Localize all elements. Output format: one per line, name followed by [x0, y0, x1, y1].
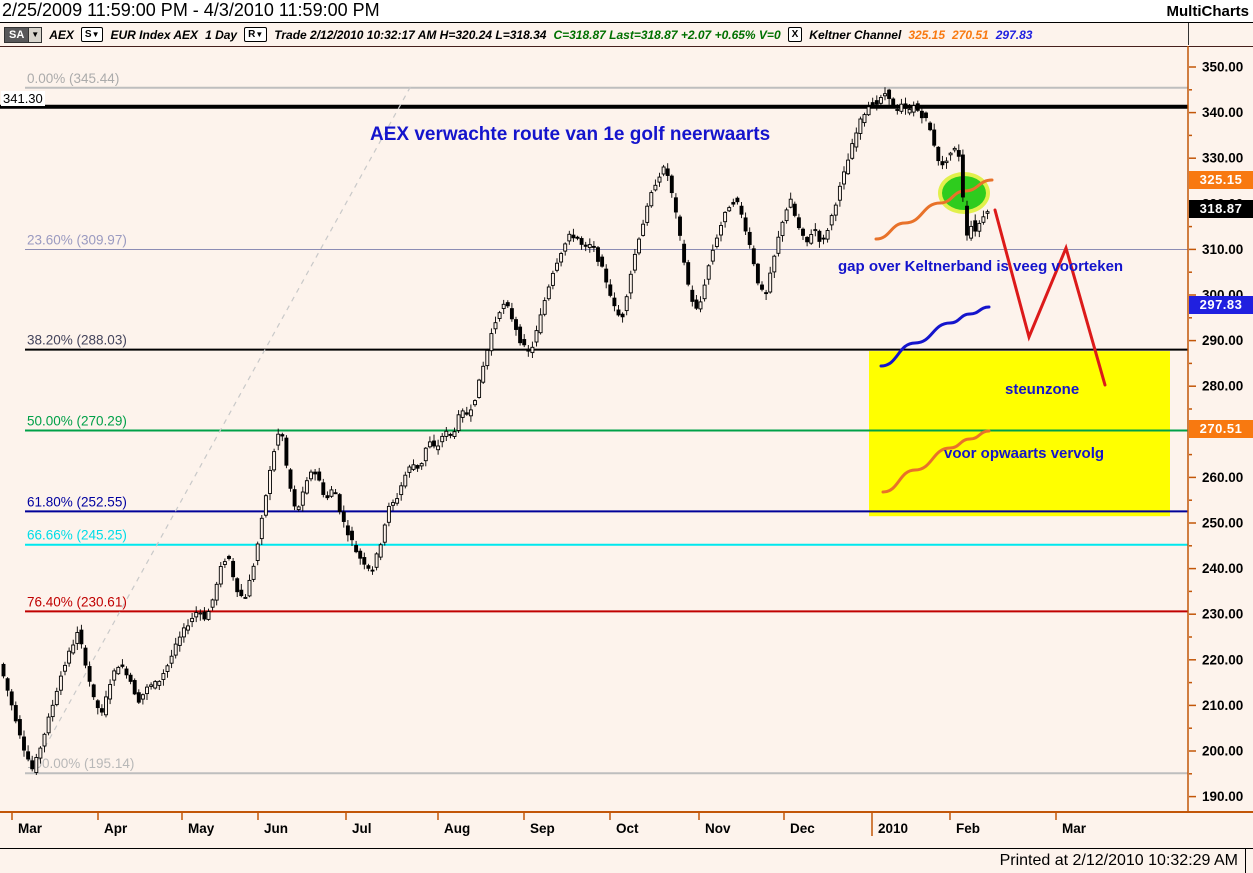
svg-text:76.40% (230.61): 76.40% (230.61): [27, 594, 127, 609]
svg-text:100.00% (195.14): 100.00% (195.14): [27, 756, 134, 771]
chevron-down-icon: ▼: [255, 30, 264, 39]
title-bar: 2/25/2009 11:59:00 PM - 4/3/2010 11:59:0…: [0, 0, 1253, 23]
svg-text:50.00% (270.29): 50.00% (270.29): [27, 414, 127, 429]
indicator-name: Keltner Channel: [809, 27, 902, 42]
sa-button-label[interactable]: SA: [4, 26, 30, 43]
style-dropdown-button[interactable]: S▼: [80, 27, 104, 42]
svg-text:Oct: Oct: [616, 821, 639, 836]
svg-text:66.66% (245.25): 66.66% (245.25): [27, 528, 127, 543]
resolution-dropdown-button[interactable]: R▼: [244, 27, 268, 42]
svg-text:Nov: Nov: [705, 821, 731, 836]
svg-text:250.00: 250.00: [1202, 516, 1243, 531]
svg-text:Dec: Dec: [790, 821, 815, 836]
svg-text:330.00: 330.00: [1202, 151, 1243, 166]
svg-text:Sep: Sep: [530, 821, 555, 836]
printed-timestamp: Printed at 2/12/2010 10:32:29 AM: [999, 852, 1238, 869]
svg-text:23.60% (309.97): 23.60% (309.97): [27, 233, 127, 248]
toolbar-axis-separator: [1188, 23, 1189, 45]
chart-date-range: 2/25/2009 11:59:00 PM - 4/3/2010 11:59:0…: [2, 0, 380, 20]
footer-divider: [0, 848, 1253, 849]
keltner-lower-band: [881, 429, 991, 494]
svg-text:290.00: 290.00: [1202, 333, 1243, 348]
status-toolbar: SA ▼ AEX S▼ EUR Index AEX 1 Day R▼ Trade…: [0, 23, 1253, 47]
svg-text:2010: 2010: [878, 821, 908, 836]
svg-text:Jul: Jul: [352, 821, 372, 836]
svg-text:310.00: 310.00: [1202, 242, 1243, 257]
footer-corner-divider: [1245, 848, 1246, 873]
svg-text:Feb: Feb: [956, 821, 980, 836]
svg-text:240.00: 240.00: [1202, 561, 1243, 576]
svg-text:350.00: 350.00: [1202, 60, 1243, 75]
keltner-upper-band: [874, 178, 994, 241]
candlestick-chart[interactable]: 0.00% (345.44) 23.60% (309.97) 38.20% (288…: [0, 46, 1253, 846]
fib-levels: 0.00% (345.44) 23.60% (309.97) 38.20% (288…: [25, 71, 1188, 775]
svg-text:190.00: 190.00: [1202, 789, 1243, 804]
keltner-upper-value: 325.15: [908, 27, 946, 42]
svg-text:260.00: 260.00: [1202, 470, 1243, 485]
series-description: EUR Index AEX: [110, 27, 199, 42]
price-marker: 270.51: [1189, 420, 1253, 438]
sa-dropdown-arrow-icon[interactable]: ▼: [29, 26, 43, 43]
quote-info: C=318.87 Last=318.87 +2.07 +0.65% V=0: [553, 27, 781, 42]
svg-text:Aug: Aug: [444, 821, 470, 836]
close-icon: X: [791, 29, 799, 40]
interval-label: 1 Day: [205, 27, 238, 42]
sa-button[interactable]: SA ▼: [4, 26, 43, 43]
chevron-down-icon: ▼: [91, 30, 100, 39]
keltner-mid-band: [879, 305, 991, 368]
time-axis: [0, 811, 1253, 836]
price-axis: [1187, 46, 1196, 812]
price-marker: 325.15: [1189, 171, 1253, 189]
svg-text:0.00% (345.44): 0.00% (345.44): [27, 71, 119, 86]
candles: [1, 87, 990, 775]
svg-text:Jun: Jun: [264, 821, 288, 836]
price-marker: 318.87: [1189, 200, 1253, 218]
svg-text:200.00: 200.00: [1202, 744, 1243, 759]
app-name: MultiCharts: [1166, 3, 1250, 20]
svg-text:230.00: 230.00: [1202, 607, 1243, 622]
support-zone: [869, 351, 1170, 517]
trade-info: Trade 2/12/2010 10:32:17 AM H=320.24 L=3…: [274, 27, 547, 42]
svg-text:210.00: 210.00: [1202, 698, 1243, 713]
svg-text:38.20% (288.03): 38.20% (288.03): [27, 333, 127, 348]
svg-text:Mar: Mar: [1062, 821, 1087, 836]
svg-text:Mar: Mar: [18, 821, 43, 836]
svg-text:May: May: [188, 821, 215, 836]
projection-path: [993, 208, 1107, 387]
keltner-mid-value: 297.83: [995, 27, 1033, 42]
svg-text:340.00: 340.00: [1202, 105, 1243, 120]
keltner-lower-value: 270.51: [952, 27, 989, 42]
close-button[interactable]: X: [787, 27, 803, 42]
svg-text:220.00: 220.00: [1202, 652, 1243, 667]
svg-text:280.00: 280.00: [1202, 379, 1243, 394]
horizontal-line-price-label[interactable]: 341.30: [1, 91, 45, 106]
svg-text:61.80% (252.55): 61.80% (252.55): [27, 494, 127, 509]
price-marker: 297.83: [1189, 296, 1253, 314]
symbol-label: AEX: [49, 27, 74, 42]
svg-text:Apr: Apr: [104, 821, 128, 836]
time-axis-labels: Mar Apr May Jun Jul Aug Sep Oct Nov Dec 2010 Feb Mar: [18, 821, 1087, 836]
